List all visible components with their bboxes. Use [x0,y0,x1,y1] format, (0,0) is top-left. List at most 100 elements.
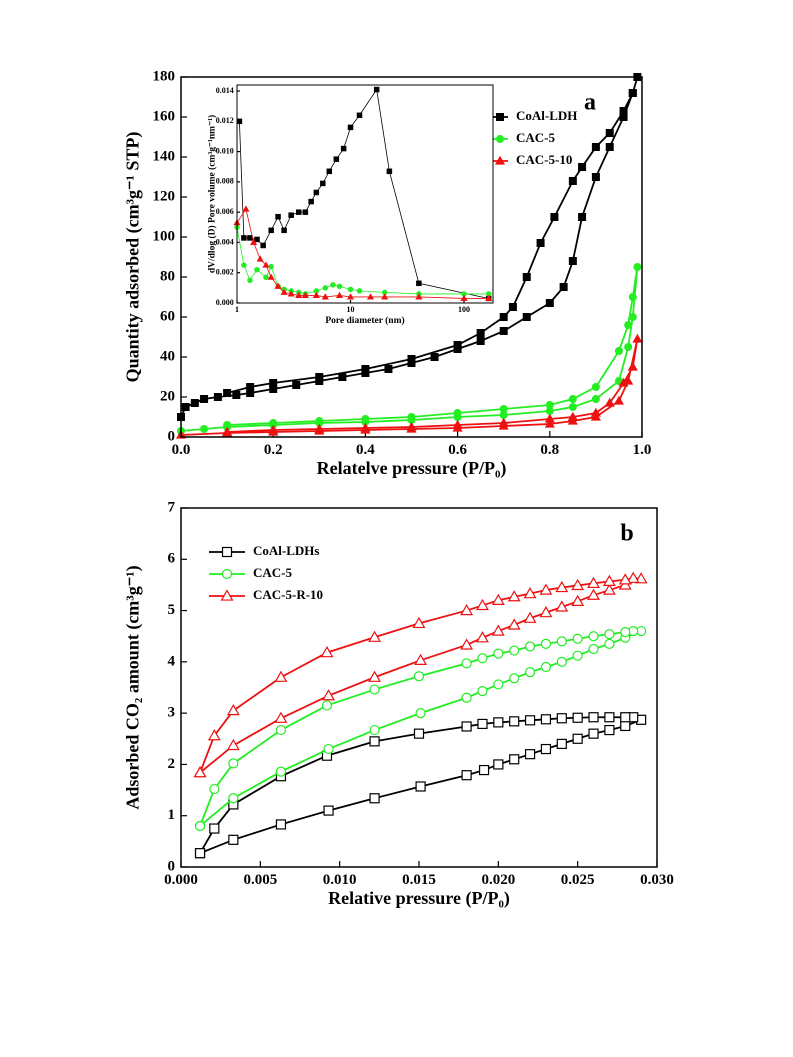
marker [281,227,287,234]
x-tick-label: 0.0 [172,442,191,458]
y-tick-label: 20 [160,388,175,404]
marker [213,393,222,401]
marker [507,618,521,630]
marker [369,724,380,736]
marker [262,261,270,268]
marker [591,383,600,391]
marker [476,631,489,643]
marker [360,422,371,432]
x-tick-label: 0.000 [164,872,198,888]
marker [509,754,520,765]
marker [587,576,600,589]
marker [268,424,279,434]
marker [254,266,260,273]
marker [556,713,567,724]
marker [509,645,520,656]
marker [302,209,309,215]
x-tick-label: 0.020 [481,872,515,888]
marker [588,728,599,739]
marker [296,209,302,215]
marker [260,242,266,249]
marker [626,571,640,583]
marker [523,587,537,599]
marker [322,285,329,291]
y-tick-label: 7 [168,499,176,515]
marker [540,638,552,650]
marker [605,129,614,137]
marker [346,293,355,300]
marker [556,656,567,667]
marker [193,766,207,778]
marker [207,729,221,741]
y-tick-label: 6 [168,551,176,567]
y-tick-label: 0 [168,428,176,444]
marker [544,413,555,423]
x-axis-label: Pore diameter (nm) [325,315,404,326]
marker [200,395,209,403]
marker [274,670,288,682]
marker [373,86,380,93]
x-tick-label: 1 [235,305,239,314]
y-axis-label: Quantity adsorbed (cm³g⁻¹ STP) [123,132,144,383]
marker [556,738,567,750]
marker [587,588,600,600]
y-tick-label: 40 [160,348,175,364]
marker [254,236,260,243]
marker [588,643,599,655]
marker [633,263,642,271]
marker [356,112,363,119]
y-tick-label: 1 [168,807,176,823]
y-tick-label: 80 [160,268,175,284]
marker [194,820,206,832]
y-tick-label: 0.012 [216,116,234,125]
marker [604,397,615,407]
marker [333,156,340,162]
panel-label: b [620,521,633,547]
marker [275,819,287,830]
marker [540,743,552,755]
marker [618,377,629,387]
marker [559,283,568,291]
marker [620,712,631,723]
y-axis-label: dV/dlog (D) Pore volume (cm³g⁻¹nm⁻¹) [206,115,217,273]
marker [386,168,393,175]
marker [572,633,583,644]
marker [604,638,615,650]
marker [275,766,287,777]
marker [312,291,320,298]
marker [268,263,274,270]
marker [366,293,375,300]
marker [491,624,505,636]
y-tick-label: 140 [153,148,176,164]
marker [627,361,638,371]
legend-label: CAC-5-10 [516,152,572,167]
y-tick-label: 0.004 [216,237,234,246]
marker [545,299,554,307]
marker [347,286,354,293]
marker [236,118,243,125]
marker [453,341,462,349]
marker [321,293,329,300]
marker [338,373,347,381]
marker [590,407,601,417]
marker [461,770,472,781]
marker [499,327,508,335]
marker [620,627,631,638]
marker [295,291,303,298]
y-tick-label: 5 [168,602,176,618]
marker [498,417,509,427]
marker [493,679,504,690]
marker [568,403,577,411]
marker [190,399,199,407]
marker [614,347,623,355]
marker [550,213,559,221]
marker [539,583,553,595]
marker [320,180,326,187]
marker [571,594,585,606]
marker [522,273,531,281]
marker [628,293,637,301]
marker [522,313,531,321]
y-tick-label: 180 [153,68,176,84]
marker [335,291,344,298]
marker [619,107,628,115]
